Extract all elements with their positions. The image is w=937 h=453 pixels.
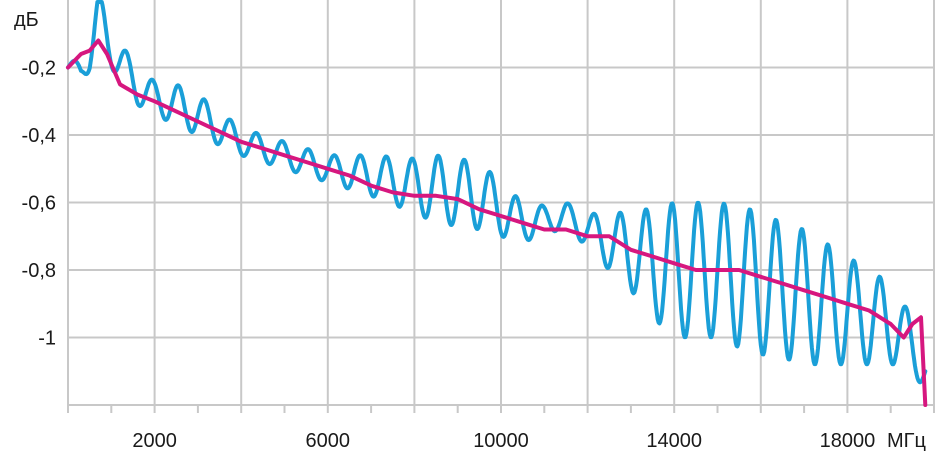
y-axis-unit-label: дБ <box>14 9 39 31</box>
series-line-smoothed <box>66 38 928 407</box>
tick-labels: 2000 6000 10000 14000 18000 -0,2 -0,4 -0,6 -0,8 -… <box>22 58 876 453</box>
grid <box>68 0 935 406</box>
y-tick-label: -0,8 <box>22 260 56 282</box>
y-tick-label: -0,2 <box>22 58 56 80</box>
series-layer <box>66 0 928 407</box>
series-line-measured <box>66 0 928 385</box>
x-tick-label: 6000 <box>306 430 351 452</box>
y-tick-label: -1 <box>38 328 56 350</box>
x-tick-label: 18000 <box>820 430 876 452</box>
y-tick-label: -0,6 <box>22 193 56 215</box>
y-tick-label: -0,4 <box>22 125 56 147</box>
x-axis-unit-label: МГц <box>887 430 926 452</box>
x-tick-label: 14000 <box>646 430 702 452</box>
x-tick-label: 10000 <box>473 430 529 452</box>
x-tick-label: 2000 <box>132 430 177 452</box>
